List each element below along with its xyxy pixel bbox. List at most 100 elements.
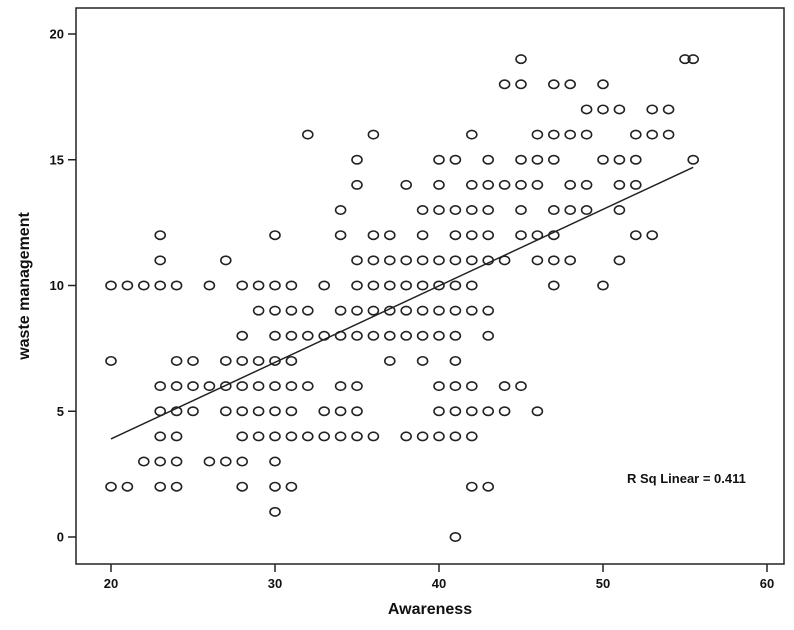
data-point [449,406,462,417]
data-point [236,431,248,442]
data-point [416,431,429,442]
data-point [220,456,232,467]
data-point [564,255,577,266]
data-point [400,255,413,266]
data-point [367,129,380,140]
x-tick-label: 40 [432,576,446,591]
data-point [433,280,445,291]
data-point [613,179,626,190]
data-point [367,230,380,241]
data-point [138,456,150,467]
data-point [400,305,413,316]
data-point [498,179,511,190]
data-point [285,431,298,442]
x-tick-label: 20 [104,576,118,591]
data-point [482,406,495,417]
data-point [449,531,462,542]
data-point [449,205,462,216]
data-point [351,154,363,165]
data-point [515,54,527,65]
data-point [301,431,314,442]
data-point [433,255,445,266]
data-point [236,456,248,467]
data-point [301,381,314,392]
data-point [203,456,216,467]
data-point [236,280,248,291]
data-point [515,205,527,216]
data-point [252,381,265,392]
data-point [629,129,642,140]
data-point [351,406,363,417]
data-point [220,381,232,392]
data-point [597,154,609,165]
data-point [269,456,281,467]
data-point [154,481,166,492]
data-point [383,230,396,241]
data-point [269,280,281,291]
data-point [433,406,445,417]
data-point [531,179,544,190]
data-point [547,255,560,266]
data-point [629,179,642,190]
data-point [351,255,363,266]
data-point [515,79,527,90]
data-point [170,431,183,442]
data-point [285,355,298,366]
data-point [236,330,248,341]
data-point [203,381,216,392]
data-point [498,381,511,392]
data-point [351,305,363,316]
data-point [515,179,527,190]
data-point [449,255,462,266]
data-point [105,280,117,291]
data-point [597,104,609,115]
data-point [547,154,560,165]
data-point [187,406,199,417]
data-point [580,104,593,115]
data-point [220,255,232,266]
data-point [465,406,478,417]
data-point [351,381,363,392]
y-axis-title: waste management [16,212,33,361]
data-point [334,305,347,316]
data-point [613,104,626,115]
data-point [334,230,347,241]
data-point [498,406,511,417]
data-point [564,79,577,90]
data-point [154,431,166,442]
data-point [580,205,593,216]
data-point [416,280,429,291]
data-point [187,355,199,366]
data-point [531,129,544,140]
data-point [613,255,626,266]
data-point [367,280,380,291]
data-point [646,230,659,241]
data-point [105,481,117,492]
r-squared-annotation: R Sq Linear = 0.411 [627,471,746,486]
data-point [629,230,642,241]
data-point [334,381,347,392]
data-point [318,280,331,291]
data-point [220,355,232,366]
data-points [105,54,700,542]
data-point [687,54,700,65]
data-point [564,179,577,190]
data-point [170,280,183,291]
y-tick-label: 0 [57,530,64,545]
y-tick-label: 20 [50,27,64,42]
data-point [154,230,166,241]
data-point [236,406,248,417]
data-point [547,280,560,291]
data-point [269,406,281,417]
data-point [269,431,281,442]
data-point [580,129,593,140]
data-point [449,280,462,291]
data-point [547,79,560,90]
y-tick-label: 15 [50,152,64,167]
data-point [662,129,675,140]
data-point [646,104,659,115]
data-point [465,280,478,291]
data-point [515,154,527,165]
data-point [465,255,478,266]
data-point [465,305,478,316]
